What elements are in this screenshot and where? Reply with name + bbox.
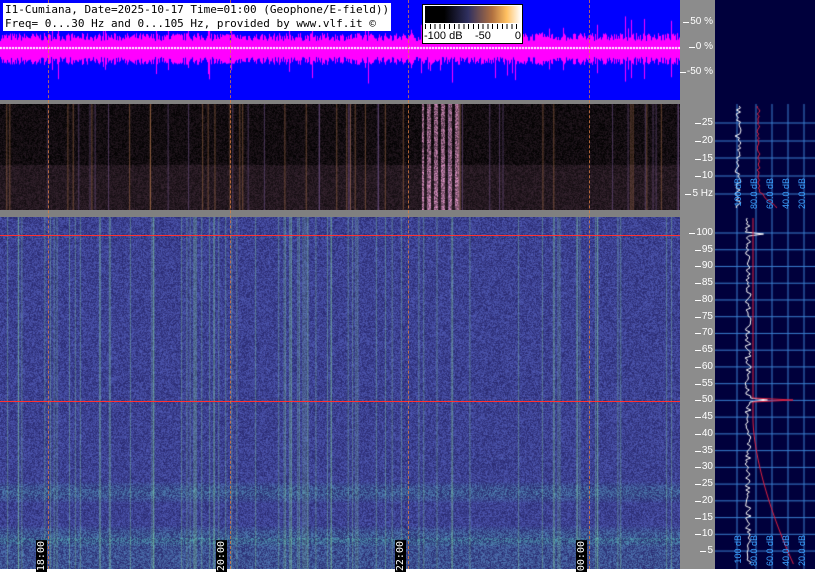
- db-label: 60.0 dB: [765, 178, 775, 210]
- axis-tick-label: 75: [694, 310, 713, 322]
- db-label: 80.0 dB: [749, 178, 759, 210]
- axis-tick-label: 100: [689, 227, 713, 238]
- time-label: 22:00: [395, 540, 406, 572]
- time-label: 00:00: [576, 540, 587, 572]
- spectrum-side-panel: 100 dB 80.0 dB 60.0 dB 40.0 dB 20.0 dB 1…: [715, 0, 815, 569]
- axis-tick-label: 10: [694, 528, 713, 540]
- db-label: 20.0 dB: [797, 178, 807, 210]
- axis-tick-label: 20: [694, 494, 713, 506]
- divider: [0, 100, 680, 104]
- axis-tick-label: 35: [694, 444, 713, 456]
- title-box: I1-Cumiana, Date=2025-10-17 Time=01:00 (…: [3, 3, 392, 31]
- axis-tick-label: 90: [694, 260, 713, 272]
- spectrogram-0-30hz: [0, 104, 680, 210]
- axis-tick-label: 40: [694, 427, 713, 439]
- axis-tick-label: 30: [694, 461, 713, 473]
- axis-tick-label: 45: [694, 411, 713, 423]
- colorbar-label: -50: [475, 30, 491, 42]
- spectrogram-0-105hz: [0, 217, 680, 569]
- axis-tick-label: 50: [694, 394, 713, 406]
- axis-tick-label: 55: [694, 377, 713, 389]
- time-gridline: [48, 0, 49, 569]
- axis-tick-label: 5: [700, 545, 713, 557]
- axis-tick-label: 25: [694, 478, 713, 490]
- axis-tick-label: 65: [694, 344, 713, 356]
- colorbar: -100 dB -50 0: [422, 4, 523, 44]
- db-label: 40.0 dB: [781, 178, 791, 210]
- db-label: 100 dB: [733, 178, 743, 207]
- subtitle-line: Freq= 0...30 Hz and 0...105 Hz, provided…: [5, 17, 376, 30]
- frequency-axis: 50 % 0 % -50 % 25 20 15 10 5 Hz 100 95 90 85 80 75 70 6…: [679, 0, 715, 569]
- db-label: 80.0 dB: [749, 535, 759, 567]
- axis-tick-label: 10: [694, 170, 713, 182]
- axis-tick-label: 15: [694, 511, 713, 523]
- db-label: 60.0 dB: [765, 535, 775, 567]
- divider: [0, 210, 680, 217]
- axis-tick-label: -50 %: [679, 66, 713, 77]
- time-label: 20:00: [216, 540, 227, 572]
- time-gridline: [230, 0, 231, 569]
- axis-tick-label: 15: [694, 152, 713, 164]
- title-line: I1-Cumiana, Date=2025-10-17 Time=01:00 (…: [5, 3, 390, 16]
- axis-tick-label: 50 %: [683, 16, 713, 27]
- time-label: 18:00: [36, 540, 47, 572]
- axis-tick-label: 95: [694, 243, 713, 255]
- colorbar-gradient: [425, 6, 521, 23]
- axis-tick-label: 70: [694, 327, 713, 339]
- axis-tick-label: 85: [694, 277, 713, 289]
- mains-50hz-line: [0, 401, 680, 402]
- time-gridline: [589, 0, 590, 569]
- db-label: 40.0 dB: [781, 535, 791, 567]
- axis-tick-label: 0 %: [688, 41, 713, 52]
- db-label: 100 dB: [733, 535, 743, 564]
- axis-tick-label: 80: [694, 293, 713, 305]
- axis-tick-label: 20: [694, 134, 713, 146]
- mains-100hz-line: [0, 235, 680, 236]
- axis-tick-label: 25: [694, 117, 713, 128]
- time-gridline: [408, 0, 409, 569]
- colorbar-label: 0: [514, 30, 521, 42]
- axis-tick-label: 60: [694, 360, 713, 372]
- axis-tick-label: 5 Hz: [685, 188, 713, 199]
- db-label: 20.0 dB: [797, 535, 807, 567]
- colorbar-label: -100 dB: [424, 30, 463, 42]
- colorbar-ticks: [425, 24, 521, 29]
